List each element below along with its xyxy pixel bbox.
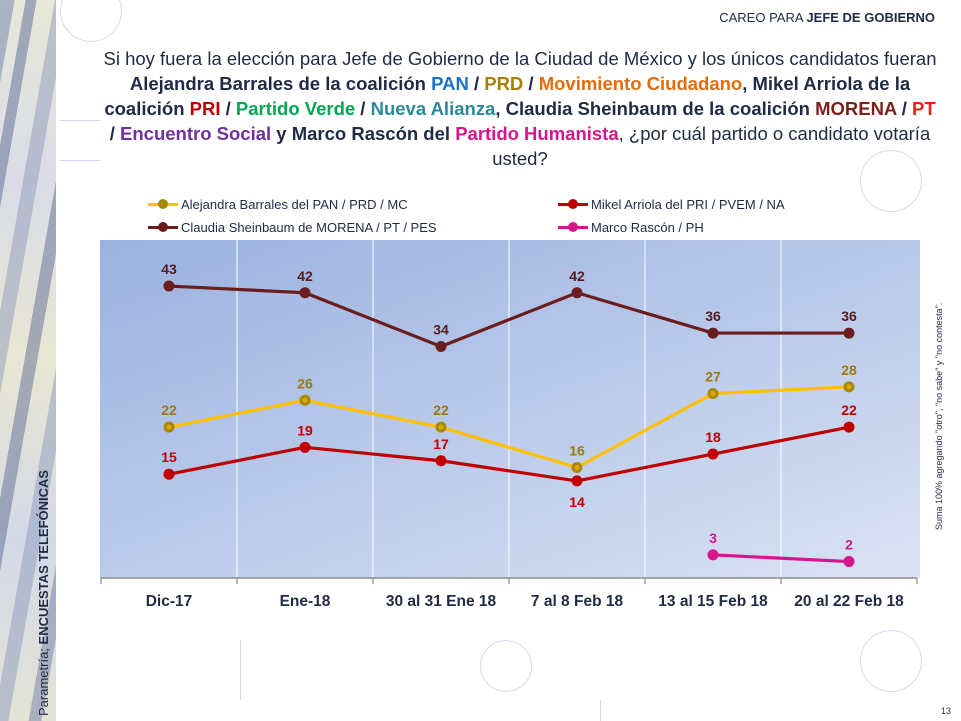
data-point	[571, 475, 583, 487]
survey-question: Si hoy fuera la elección para Jefe de Go…	[100, 46, 940, 171]
x-tick-label: 30 al 31 Ene 18	[386, 593, 497, 610]
question-segment: /	[220, 98, 236, 119]
legend-item: Marco Rascón / PH	[558, 217, 704, 237]
series-line	[168, 385, 850, 470]
data-point	[571, 287, 583, 299]
data-label: 36	[841, 308, 857, 324]
series-line	[168, 284, 849, 349]
question-segment: /	[896, 98, 913, 119]
data-label: 27	[705, 369, 721, 385]
data-label: 36	[705, 308, 721, 324]
question-segment: MORENA	[815, 98, 897, 119]
data-label: 28	[841, 362, 857, 378]
data-label: 3	[709, 530, 717, 546]
data-label: 16	[569, 442, 585, 458]
question-segment: , Mikel Arriola de la coalición	[104, 73, 911, 119]
data-label: 22	[841, 402, 857, 418]
data-point	[843, 421, 855, 433]
legend-swatch-icon	[558, 194, 588, 214]
series-line	[712, 553, 850, 564]
legend-swatch-icon	[148, 194, 178, 214]
data-point	[299, 287, 311, 299]
data-label: 43	[161, 261, 177, 277]
data-point-inner	[302, 397, 308, 403]
question-segment: Alejandra Barrales de la coalición	[129, 73, 432, 94]
data-label: 14	[569, 494, 585, 510]
data-point	[299, 441, 311, 453]
data-point-inner	[846, 384, 852, 390]
side-note: Suma 100% agregando "otro", "no sabe" y …	[934, 302, 944, 530]
question-segment: Partido Humanista	[455, 123, 619, 144]
question-segment: PAN	[431, 73, 469, 94]
data-point-inner	[710, 391, 716, 397]
legend-label: Alejandra Barrales del PAN / PRD / MC	[181, 196, 408, 212]
legend-item: Claudia Sheinbaum de MORENA / PT / PES	[148, 217, 437, 237]
data-point-inner	[438, 424, 444, 430]
data-point	[843, 556, 855, 568]
section-tag-bold: JEFE DE GOBIERNO	[806, 10, 935, 25]
data-label: 15	[161, 449, 177, 465]
section-tag-prefix: CAREO PARA	[719, 10, 803, 25]
legend-item: Mikel Arriola del PRI / PVEM / NA	[558, 194, 785, 214]
data-point	[163, 468, 175, 480]
data-label: 2	[845, 537, 853, 553]
question-segment: Nueva Alianza	[370, 98, 496, 119]
data-label: 42	[297, 268, 313, 284]
data-label: 17	[433, 436, 449, 452]
data-point	[707, 448, 719, 460]
question-segment: PT	[912, 98, 936, 119]
question-segment: , Claudia Sheinbaum de la coalición	[495, 98, 816, 119]
source-note: Parametría; ENCUESTAS TELEFÓNICAS	[36, 470, 51, 716]
legend-item: Alejandra Barrales del PAN / PRD / MC	[148, 194, 408, 214]
question-segment: PRI	[189, 98, 221, 119]
data-point	[707, 327, 719, 339]
section-tag: CAREO PARA JEFE DE GOBIERNO	[719, 10, 935, 25]
data-label: 34	[433, 322, 449, 338]
data-label: 26	[297, 375, 313, 391]
legend-label: Mikel Arriola del PRI / PVEM / NA	[591, 196, 785, 212]
data-point	[843, 327, 855, 339]
data-point-inner	[166, 424, 172, 430]
legend-label: Claudia Sheinbaum de MORENA / PT / PES	[181, 219, 437, 235]
x-tick-label: 20 al 22 Feb 18	[794, 593, 904, 610]
data-point	[163, 280, 175, 292]
page-number: 13	[940, 706, 951, 716]
legend-swatch-icon	[148, 217, 178, 237]
decorative-side-strip	[0, 0, 56, 721]
data-label: 19	[297, 422, 313, 438]
legend-swatch-icon	[558, 217, 588, 237]
question-segment: , ¿por cuál partido o candidato votaría …	[492, 123, 931, 169]
legend-label: Marco Rascón / PH	[591, 219, 704, 235]
source-bold: ENCUESTAS TELEFÓNICAS	[36, 469, 51, 645]
data-label: 22	[161, 402, 177, 418]
data-point-inner	[574, 464, 580, 470]
chart-legend: Alejandra Barrales del PAN / PRD / MC Mik…	[148, 194, 908, 240]
data-point	[435, 341, 447, 353]
x-tick-label: 7 al 8 Feb 18	[531, 593, 624, 610]
question-segment: Si hoy fuera la elección para Jefe de Go…	[103, 48, 937, 69]
data-label: 18	[705, 429, 721, 445]
data-label: 22	[433, 402, 449, 418]
x-tick-label: Dic-17	[146, 593, 193, 610]
data-label: 42	[569, 268, 585, 284]
series-line	[168, 425, 850, 483]
data-point	[707, 549, 719, 561]
question-segment: /	[523, 73, 539, 94]
question-segment: /	[468, 73, 485, 94]
question-segment: Encuentro Social	[120, 123, 272, 144]
x-tick-label: 13 al 15 Feb 18	[658, 593, 768, 610]
source-prefix: Parametría;	[36, 644, 51, 716]
question-segment: /	[355, 98, 371, 119]
question-segment: PRD	[484, 73, 524, 94]
question-segment: y Marco Rascón del	[271, 123, 456, 144]
question-segment: Partido Verde	[235, 98, 356, 119]
x-tick-label: Ene-18	[280, 593, 331, 610]
question-segment: /	[109, 123, 121, 144]
data-point	[435, 455, 447, 467]
question-segment: Movimiento Ciudadano	[538, 73, 743, 94]
